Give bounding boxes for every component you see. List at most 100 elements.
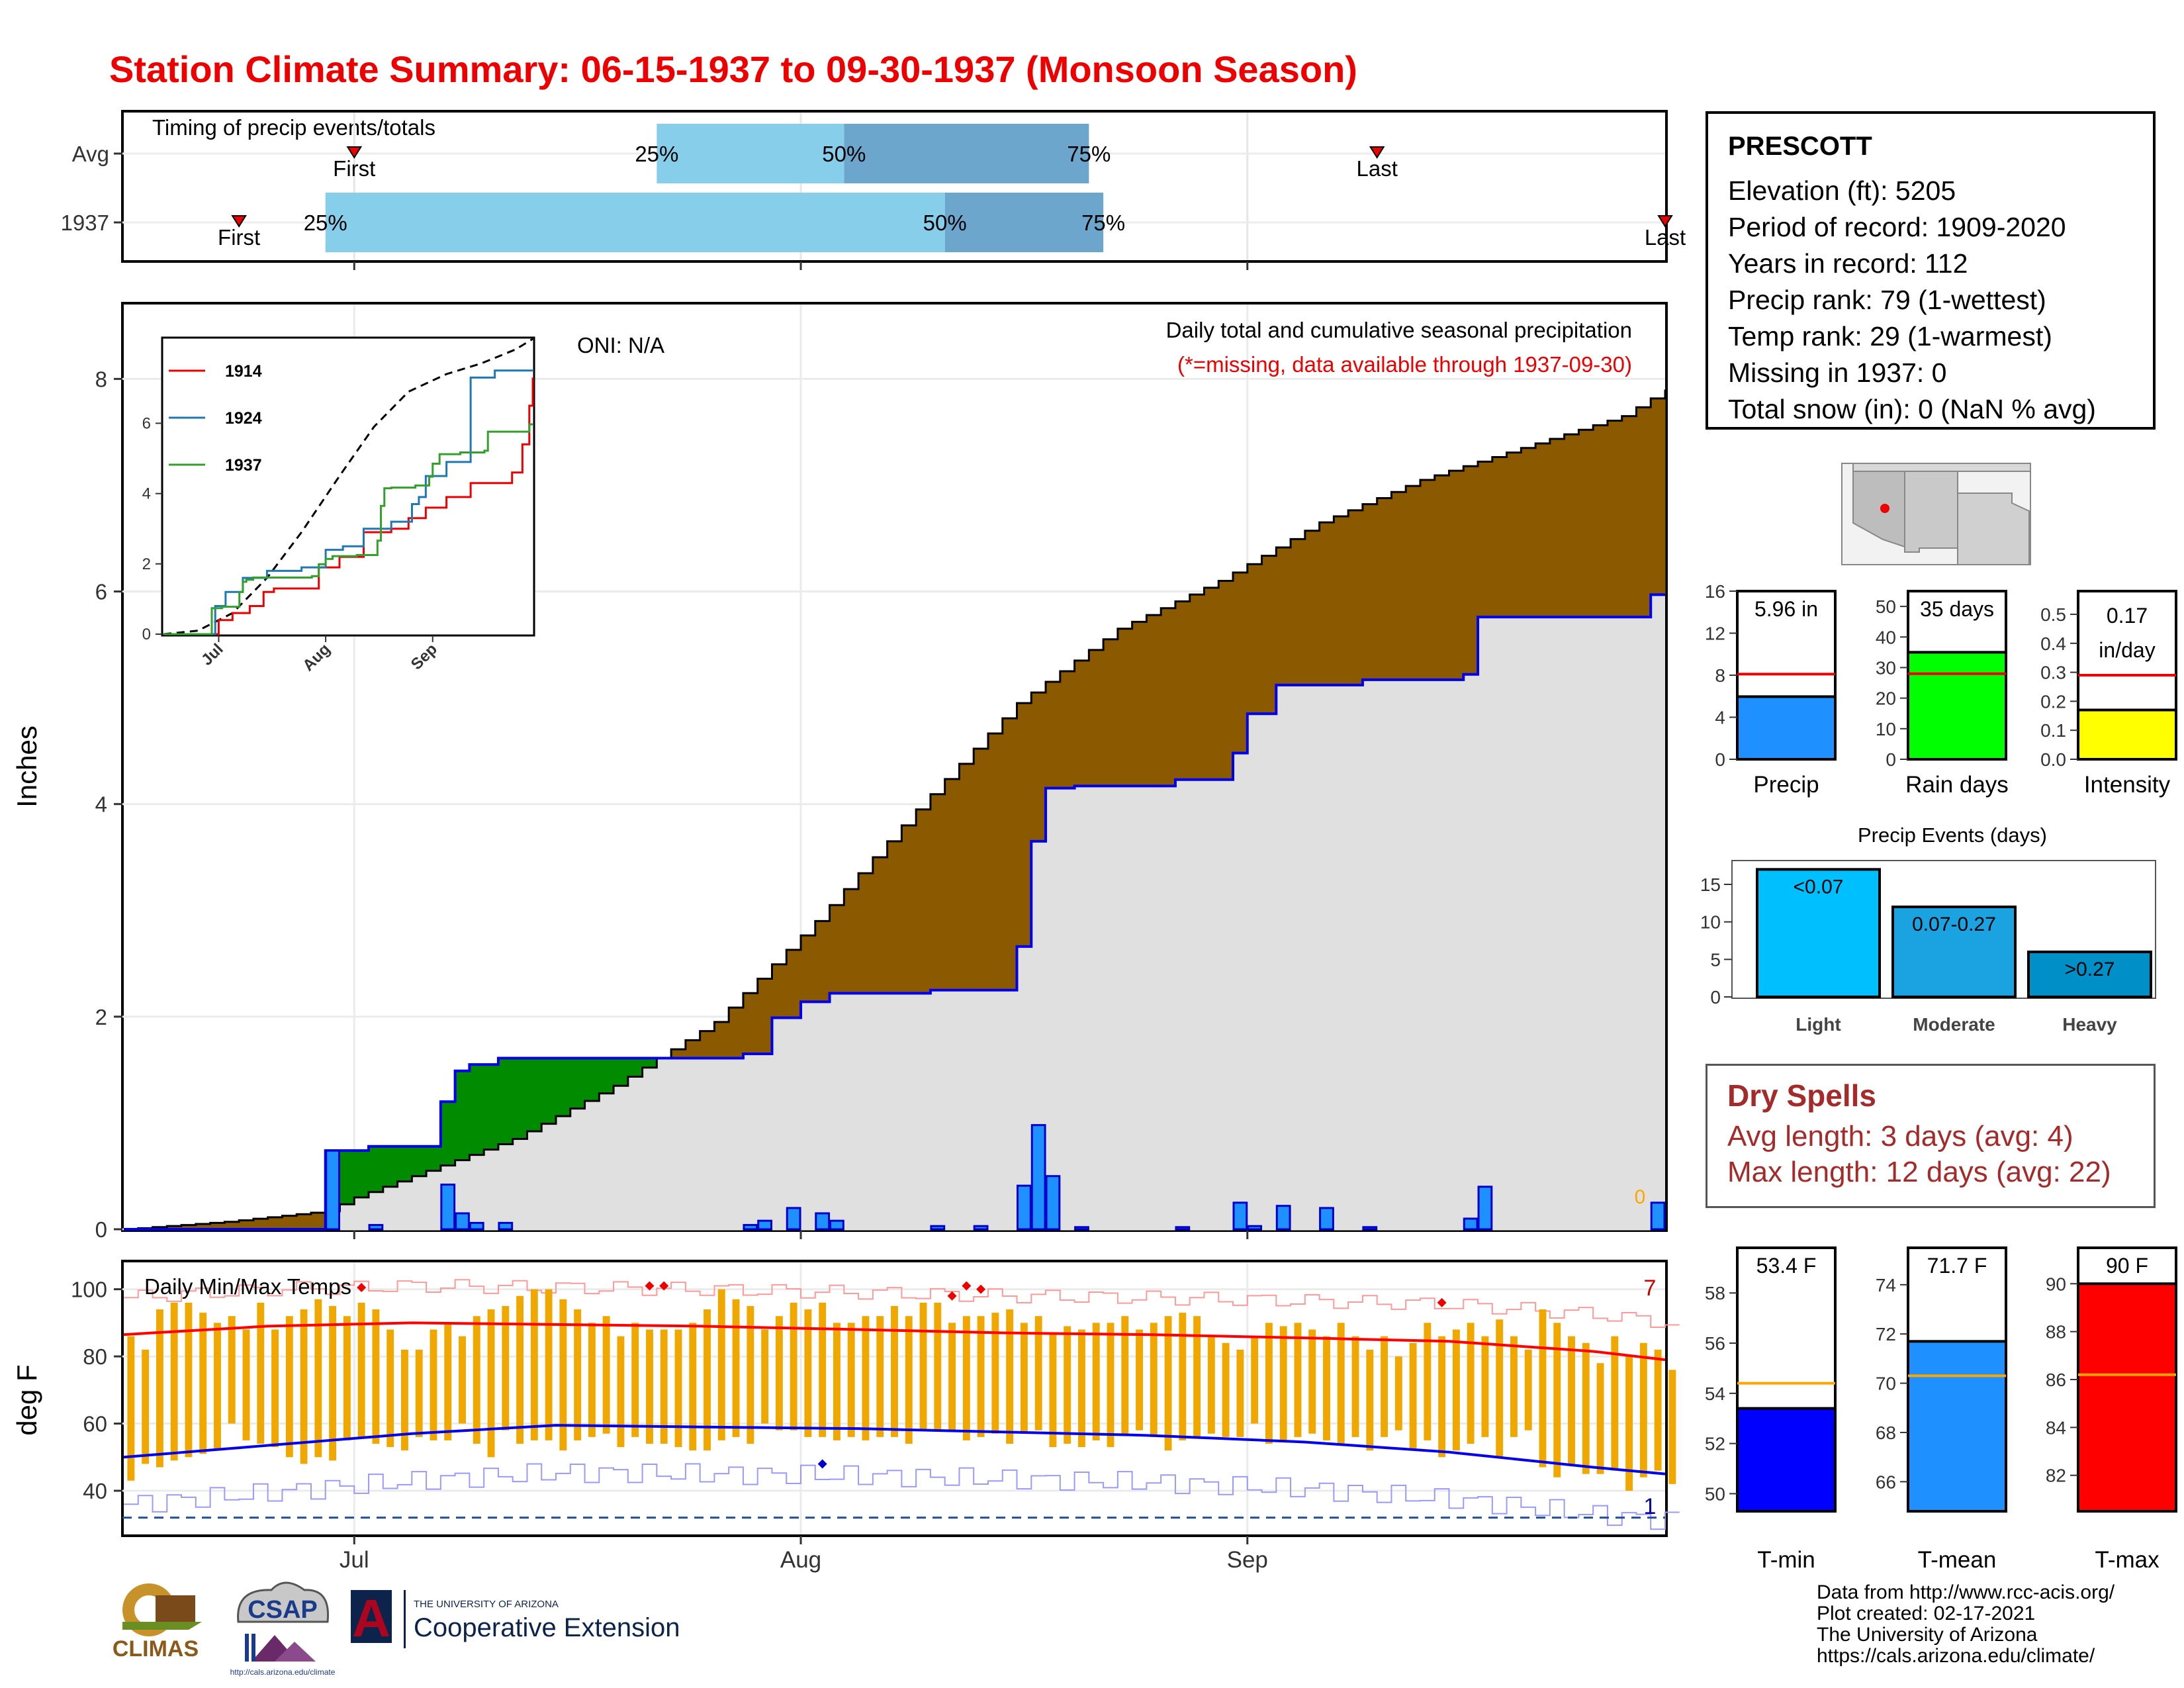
deficit-area: [815, 921, 831, 1002]
daily-precip-bar: [786, 1207, 801, 1231]
avg-tmax-line: [123, 1321, 1666, 1362]
daily-temp-range-bar: [1409, 1342, 1417, 1451]
events-category-label: Light: [1796, 1014, 1841, 1035]
deficit-area: [1261, 555, 1277, 714]
mini-value-label: 53.4 F: [1756, 1254, 1817, 1278]
surplus-area: [369, 1146, 384, 1192]
events-category-label: Moderate: [1913, 1014, 1995, 1035]
surplus-area: [512, 1058, 527, 1139]
mini-y-tick-label: 0.3: [2040, 663, 2066, 683]
daily-temp-range-bar: [1496, 1319, 1504, 1458]
daily-temp-range-bar: [487, 1309, 495, 1458]
daily-temp-range-bar: [1394, 1356, 1402, 1430]
daily-temp-range-bar: [617, 1336, 625, 1448]
deficit-area: [916, 809, 931, 994]
credit-url: https://cals.arizona.edu/climate/: [1817, 1645, 2095, 1667]
deficit-area: [1089, 649, 1104, 786]
record-high-count: 7: [1644, 1276, 1657, 1301]
record-high-marker: [962, 1281, 972, 1291]
deficit-area: [1549, 439, 1565, 618]
daily-temp-range-bar: [847, 1323, 855, 1437]
events-bar-label: 0.07-0.27: [1912, 914, 1996, 935]
surplus-area: [440, 1102, 456, 1166]
mini-category-label: T-min: [1757, 1547, 1815, 1573]
surplus-area: [527, 1058, 542, 1132]
timing-bar-q50-q75: [844, 124, 1089, 183]
temp-y-axis-label: deg F: [11, 1364, 42, 1435]
daily-temp-range-bar: [329, 1305, 337, 1461]
mini-y-tick-label: 0.5: [2040, 604, 2066, 625]
daily-temp-range-bar: [1366, 1349, 1374, 1451]
mini-y-tick-label: 0.2: [2040, 691, 2066, 712]
inset-y-tick-label: 0: [142, 626, 151, 643]
deficit-area: [974, 748, 989, 990]
climas-logo-text: CLIMAS: [113, 1636, 199, 1662]
deficit-area: [1060, 671, 1075, 788]
daily-temp-range-bar: [214, 1323, 221, 1451]
surplus-area: [642, 1058, 657, 1068]
deficit-area: [1175, 601, 1191, 780]
daily-temp-range-bar: [1668, 1370, 1676, 1484]
events-bar-moderate: [1891, 906, 2017, 998]
daily-temp-range-bar: [459, 1336, 466, 1424]
daily-temp-range-bar: [1207, 1336, 1215, 1434]
deficit-area: [844, 889, 859, 994]
station-missing: Missing in 1937: 0: [1728, 357, 1947, 388]
deficit-area: [1406, 486, 1421, 680]
record-high-envelope: [124, 1279, 1680, 1328]
timing-bar-q25-q50: [325, 193, 945, 252]
deficit-area: [310, 1212, 326, 1229]
month-tick-label: Jul: [340, 1547, 369, 1573]
daily-temp-range-bar: [1337, 1323, 1345, 1444]
end-value-label: 0: [1635, 1186, 1646, 1208]
mini-category-label: Rain days: [1905, 772, 2009, 798]
daily-temp-range-bar: [228, 1316, 236, 1424]
mini-value-label: 35 days: [1920, 597, 1994, 621]
daily-temp-range-bar: [170, 1302, 178, 1461]
deficit-area: [1334, 516, 1349, 685]
deficit-area: [1521, 447, 1536, 618]
deficit-area: [700, 1031, 715, 1058]
month-axis-labels: Jul Aug Sep: [340, 1547, 1268, 1573]
deficit-area: [239, 1220, 254, 1229]
mini-value-unit: in/day: [2099, 638, 2155, 662]
daily-precip-bar: [1017, 1184, 1032, 1231]
daily-temp-range-bar: [1251, 1336, 1259, 1424]
daily-temp-range-bar: [444, 1323, 452, 1440]
events-marks: 0 5 10 15 <0.07 Light 0.07-0.27 Moderate >0.27 He…: [1700, 868, 2152, 1035]
daily-temp-range-bar: [1481, 1336, 1489, 1437]
deficit-area: [1161, 608, 1176, 786]
mini-value-label: 71.7 F: [1927, 1254, 1987, 1278]
daily-temp-range-bar: [1654, 1349, 1662, 1471]
daily-temp-range-bar: [962, 1316, 970, 1440]
deficit-area: [1434, 475, 1450, 680]
missing-annotation: (*=missing, data available through 1937-…: [1177, 352, 1632, 377]
deficit-area: [729, 1008, 744, 1058]
daily-temp-range-bar: [1596, 1363, 1604, 1474]
daily-temp-range-bar: [775, 1316, 783, 1430]
texas-shape: [1957, 492, 2030, 565]
daily-precip-bar: [829, 1219, 844, 1231]
daily-temp-range-bar: [819, 1302, 827, 1437]
timing-first-label: First: [218, 225, 260, 250]
record-low-envelope: [124, 1463, 1680, 1530]
daily-temp-range-bar: [1078, 1329, 1085, 1448]
mini-y-tick-label: 0: [1715, 749, 1725, 770]
mini-y-tick-label: 50: [1705, 1483, 1725, 1504]
station-elevation: Elevation (ft): 5205: [1728, 175, 1956, 206]
daily-temp-range-bar: [357, 1302, 365, 1437]
dry-spells-box: Dry Spells Avg length: 3 days (avg: 4) M…: [1706, 1064, 2156, 1208]
daily-temp-range-bar: [977, 1316, 985, 1437]
record-low-marker: [817, 1459, 827, 1469]
daily-temp-range-bar: [156, 1309, 163, 1468]
mini-category-label: Intensity: [2084, 772, 2171, 798]
daily-precip-bar: [1030, 1124, 1046, 1231]
surplus-area: [354, 1150, 369, 1197]
mini-y-tick-label: 0.4: [2040, 633, 2066, 654]
main-y-axis-label: Inches: [11, 726, 42, 808]
mini-value-bar-precip: [1736, 695, 1837, 761]
daily-precip-bar: [743, 1224, 758, 1231]
events-title: Precip Events (days): [1858, 823, 2047, 847]
daily-temp-range-bar: [1092, 1323, 1100, 1440]
daily-precip-bar: [455, 1212, 470, 1231]
